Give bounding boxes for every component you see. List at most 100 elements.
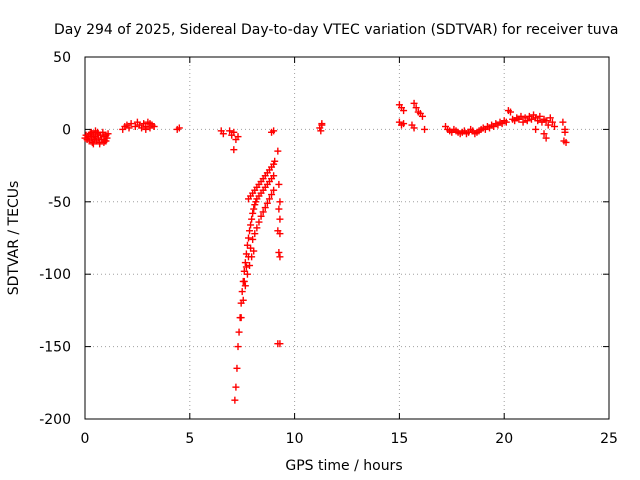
- data-point: [242, 263, 250, 271]
- data-point: [275, 205, 283, 213]
- data-point: [253, 224, 261, 232]
- data-point: [234, 133, 242, 141]
- data-point: [247, 221, 255, 229]
- data-point: [317, 127, 325, 135]
- x-tick-label: 25: [600, 431, 618, 447]
- data-point: [96, 140, 104, 148]
- data-point: [259, 208, 267, 216]
- data-point: [150, 123, 158, 131]
- y-tick-label: 50: [53, 50, 71, 66]
- data-point: [261, 204, 269, 212]
- data-point: [94, 128, 102, 136]
- data-point: [146, 120, 154, 128]
- data-point: [138, 124, 146, 132]
- data-point: [275, 180, 283, 188]
- data-point: [104, 130, 112, 138]
- data-point: [527, 115, 535, 123]
- data-point: [263, 199, 271, 207]
- data-point: [86, 130, 94, 138]
- data-point: [226, 127, 234, 135]
- chart-title: Day 294 of 2025, Sidereal Day-to-day VTE…: [54, 22, 618, 38]
- data-point: [175, 124, 183, 132]
- data-point: [237, 314, 245, 322]
- data-point: [244, 234, 252, 242]
- data-point: [276, 198, 284, 206]
- data-point: [421, 125, 429, 133]
- data-point: [89, 140, 97, 148]
- x-tick-label: 10: [286, 431, 304, 447]
- data-point: [238, 288, 246, 296]
- data-point: [542, 117, 550, 125]
- data-point: [265, 195, 273, 203]
- data-point: [540, 130, 548, 138]
- axis-ticks: [84, 56, 610, 420]
- plot-frame: [84, 56, 610, 420]
- data-point: [536, 112, 544, 120]
- data-point: [230, 128, 238, 136]
- y-tick-label: 0: [62, 122, 71, 138]
- data-point: [400, 120, 408, 128]
- data-point: [234, 343, 242, 351]
- data-point: [249, 209, 257, 217]
- data-point: [551, 123, 559, 131]
- grid: [85, 57, 609, 419]
- data-point: [276, 230, 284, 238]
- data-point: [546, 114, 554, 122]
- data-point: [276, 215, 284, 223]
- data-point: [523, 117, 531, 125]
- data-point: [127, 120, 135, 128]
- data-point: [246, 262, 254, 270]
- x-tick-label: 0: [81, 431, 90, 447]
- data-point: [246, 227, 254, 235]
- data-point: [102, 137, 110, 145]
- data-point: [410, 124, 418, 132]
- data-point: [506, 108, 514, 116]
- data-point: [232, 383, 240, 391]
- data-point: [250, 205, 258, 213]
- data-point: [548, 118, 556, 126]
- data-point: [241, 282, 249, 290]
- x-tick-label: 15: [390, 431, 408, 447]
- data-point: [276, 340, 284, 348]
- data-point: [240, 277, 248, 285]
- data-point: [233, 364, 241, 372]
- data-point: [270, 172, 278, 180]
- data-point: [87, 128, 95, 136]
- data-point: [270, 127, 278, 135]
- data-point: [248, 215, 256, 223]
- y-tick-label: -100: [39, 267, 71, 283]
- x-tick-label: 20: [495, 431, 513, 447]
- data-point: [243, 270, 251, 278]
- data-point: [410, 99, 418, 107]
- data-point: [268, 191, 276, 199]
- data-point: [561, 128, 569, 136]
- data-point: [275, 248, 283, 256]
- x-axis-title: GPS time / hours: [285, 458, 402, 474]
- data-point: [251, 230, 259, 238]
- data-point: [231, 396, 239, 404]
- data-point: [271, 157, 279, 165]
- data-point: [502, 118, 510, 126]
- data-point: [125, 124, 133, 132]
- x-tick-labels: 0 5 10 15 20 25: [81, 431, 618, 447]
- data-point: [255, 218, 263, 226]
- data-point: [418, 112, 426, 120]
- data-point: [241, 259, 249, 267]
- data-point: [534, 117, 542, 125]
- data-point: [250, 247, 258, 255]
- data-point: [131, 123, 139, 131]
- data-point: [239, 296, 247, 304]
- data-point: [544, 121, 552, 129]
- data-point: [142, 125, 150, 133]
- y-tick-label: -200: [39, 412, 71, 428]
- data-point: [270, 186, 278, 194]
- data-point: [412, 104, 420, 112]
- data-point: [532, 125, 540, 133]
- data-point: [559, 118, 567, 126]
- data-point: [230, 146, 238, 154]
- data-point: [219, 130, 227, 138]
- data-point: [274, 147, 282, 155]
- data-point: [517, 112, 525, 120]
- x-tick-label: 5: [185, 431, 194, 447]
- data-point: [248, 253, 256, 261]
